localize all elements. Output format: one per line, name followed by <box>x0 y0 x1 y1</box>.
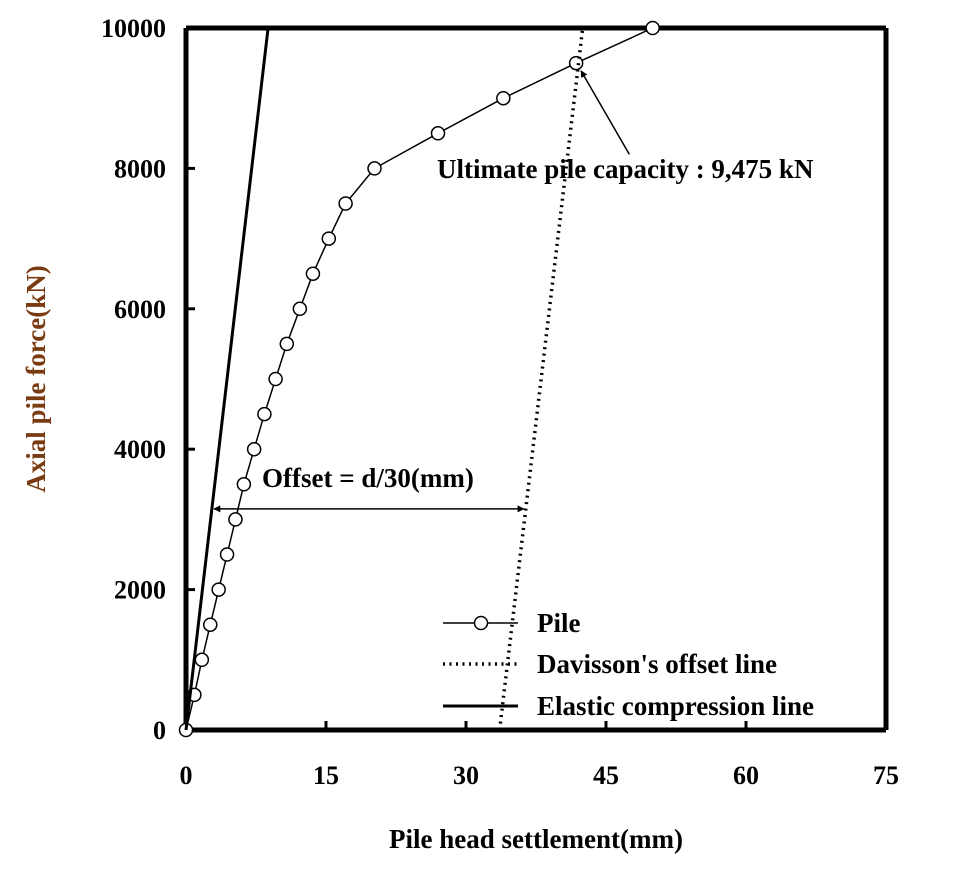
legend-pile-marker <box>473 615 489 631</box>
y-axis-label: Axial pile force(kN) <box>21 265 51 492</box>
series-0-point <box>305 266 321 281</box>
plot-frame <box>183 25 889 733</box>
x-axis-label: Pile head settlement(mm) <box>389 824 683 854</box>
y-tick-label: 0 <box>153 716 166 745</box>
series-0-point <box>211 582 226 597</box>
series-0-point <box>203 617 218 632</box>
ultimate-capacity-arrow <box>580 70 630 155</box>
x-axis-ticks: 0 15 30 45 60 75 <box>180 721 899 790</box>
series-1-line <box>497 27 585 731</box>
series-0-point <box>228 512 243 527</box>
series-0-point <box>292 301 308 317</box>
x-tick-label: 15 <box>313 761 339 790</box>
series-0-point <box>236 477 252 492</box>
x-tick-label: 45 <box>593 761 619 790</box>
annotation-layer: Ultimate pile capacity : 9,475 kN Offset … <box>213 70 814 513</box>
legend-pile-label: Pile <box>537 608 580 638</box>
series-0-point <box>496 90 511 106</box>
series-0-point <box>257 406 272 422</box>
series-0-point <box>219 547 235 562</box>
series-0-point <box>194 652 210 668</box>
series-layer <box>178 20 660 738</box>
legend: Pile Davisson's offset line Elastic comp… <box>443 608 814 721</box>
y-axis-ticks: 0 2000 4000 6000 8000 10000 <box>101 14 195 745</box>
x-tick-label: 30 <box>453 761 479 790</box>
series-0-point <box>321 231 337 246</box>
series-0-point <box>367 161 382 176</box>
y-tick-label: 2000 <box>114 576 166 605</box>
y-tick-label: 10000 <box>101 14 166 43</box>
legend-elastic-label: Elastic compression line <box>537 691 814 721</box>
series-2-line <box>184 27 270 731</box>
legend-davisson-label: Davisson's offset line <box>537 649 777 679</box>
y-tick-label: 8000 <box>114 154 166 183</box>
x-tick-label: 60 <box>733 761 759 790</box>
offset-label: Offset = d/30(mm) <box>262 463 474 493</box>
series-0-point <box>279 336 295 352</box>
y-tick-label: 4000 <box>114 435 166 464</box>
series-0-point <box>338 196 353 211</box>
series-0-point <box>430 126 446 141</box>
series-0-point <box>268 371 283 387</box>
series-0-point <box>645 20 660 36</box>
x-tick-label: 0 <box>180 761 193 790</box>
series-0-point <box>246 441 262 457</box>
ultimate-capacity-label: Ultimate pile capacity : 9,475 kN <box>437 154 814 184</box>
y-tick-label: 6000 <box>114 295 166 324</box>
x-tick-label: 75 <box>873 761 899 790</box>
